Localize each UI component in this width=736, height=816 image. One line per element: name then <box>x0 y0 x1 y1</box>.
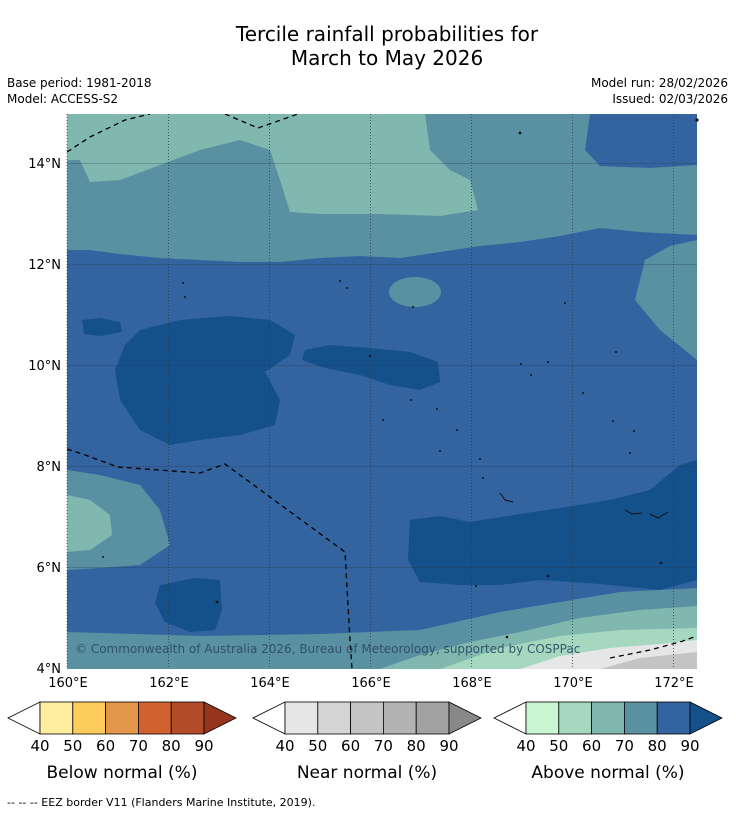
zone-west-light <box>67 495 112 552</box>
meta-right: Model run: 28/02/2026 Issued: 02/03/2026 <box>591 75 728 107</box>
lat-tick-label: 6°N <box>37 561 62 576</box>
title-line-2: March to May 2026 <box>290 46 484 70</box>
legend-tick-label: 90 <box>680 737 699 755</box>
legend-tick-label: 80 <box>648 737 667 755</box>
legend-swatch <box>284 701 319 735</box>
zone-southeast-dark <box>408 460 697 590</box>
probability-field <box>67 114 697 669</box>
legend-swatch <box>105 701 139 735</box>
legend-swatch <box>382 701 417 735</box>
islands <box>102 118 699 639</box>
legend-label: Above normal (%) <box>531 763 684 783</box>
legend-label: Near normal (%) <box>297 763 437 783</box>
zone-near-normal-mid <box>600 652 697 669</box>
lat-tick-label: 8°N <box>37 460 62 475</box>
legend-tick-label: 80 <box>407 737 426 755</box>
legend-tick-label: 40 <box>275 737 294 755</box>
lon-tick-label: 172°E <box>654 676 694 691</box>
legend-tick-label: 90 <box>439 737 458 755</box>
legend-swatch <box>170 701 205 735</box>
legend-tick-label: 60 <box>96 737 115 755</box>
zone-central-dark-east <box>302 345 440 390</box>
atoll-outlines <box>499 492 669 519</box>
legend-tick-label: 40 <box>30 737 49 755</box>
lat-tick-label: 14°N <box>28 157 61 172</box>
legend-tick-label: 60 <box>582 737 601 755</box>
eez-borders <box>67 114 697 669</box>
latitude-labels: 14°N 12°N 10°N 8°N 6°N 4°N <box>28 157 61 677</box>
zone-central-dark <box>115 316 295 445</box>
legend-tick-label: 90 <box>194 737 213 755</box>
zone-east-teal <box>635 240 697 360</box>
legend-arrow-high <box>448 701 482 735</box>
legend-arrow-low <box>7 701 41 735</box>
issued-date: Issued: 02/03/2026 <box>612 92 728 106</box>
eez-footnote: -- -- -- EEZ border V11 (Flanders Marine… <box>7 796 316 809</box>
zone-northeast-dark <box>585 114 697 168</box>
legend-tick-label: 60 <box>341 737 360 755</box>
lon-tick-label: 168°E <box>452 676 492 691</box>
legend-tick-label: 70 <box>615 737 634 755</box>
legend-tick-label: 70 <box>129 737 148 755</box>
legend-tick-label: 50 <box>549 737 568 755</box>
map-figure: © Commonwealth of Australia 2026, Bureau… <box>7 114 723 783</box>
legend-tick-label: 50 <box>63 737 82 755</box>
lon-tick-label: 160°E <box>48 676 88 691</box>
lon-tick-label: 162°E <box>149 676 189 691</box>
legend-swatch <box>415 701 450 735</box>
model-name: Model: ACCESS-S2 <box>7 92 119 106</box>
legend-swatch <box>350 701 384 735</box>
legend-swatch <box>317 701 351 735</box>
legend-tick-label: 40 <box>516 737 535 755</box>
legend-below-normal: 40 50 60 70 80 90 Below normal (%) <box>7 701 237 783</box>
title-line-1: Tercile rainfall probabilities for <box>235 22 539 46</box>
base-period: Base period: 1981-2018 <box>7 76 152 90</box>
legend-arrow-high <box>689 701 723 735</box>
legend-tick-label: 80 <box>162 737 181 755</box>
meta-left: Base period: 1981-2018 Model: ACCESS-S2 <box>7 75 152 107</box>
lat-tick-label: 10°N <box>28 359 61 374</box>
legend-swatch <box>591 701 625 735</box>
legend-above-normal: 40 50 60 70 80 90 Above normal (%) <box>493 701 723 783</box>
lon-tick-label: 164°E <box>250 676 290 691</box>
legend-swatch <box>39 701 74 735</box>
graticule <box>66 114 674 669</box>
legend-swatch <box>656 701 691 735</box>
legend-arrow-high <box>203 701 237 735</box>
zone-west-dark-small <box>82 318 122 336</box>
legend-swatch <box>624 701 658 735</box>
legend-swatch <box>525 701 560 735</box>
legend-swatch <box>137 701 172 735</box>
copyright-text: © Commonwealth of Australia 2026, Bureau… <box>75 642 580 656</box>
legend-swatch <box>72 701 107 735</box>
zone-small-teal <box>389 277 441 307</box>
lat-tick-label: 12°N <box>28 258 61 273</box>
lat-tick-label: 4°N <box>37 662 62 677</box>
zone-southwest-dark <box>155 578 222 632</box>
legend-swatch <box>558 701 592 735</box>
zone-north-light <box>67 114 478 216</box>
lon-tick-label: 166°E <box>351 676 391 691</box>
model-run: Model run: 28/02/2026 <box>590 76 728 90</box>
latitude-lines <box>67 163 697 568</box>
legend-tick-label: 70 <box>374 737 393 755</box>
map-title: Tercile rainfall probabilities for March… <box>0 22 736 70</box>
legend-tick-label: 50 <box>308 737 327 755</box>
legend-label: Below normal (%) <box>47 763 198 783</box>
longitude-labels: 160°E 162°E 164°E 166°E 168°E 170°E 172°… <box>48 676 694 691</box>
lon-tick-label: 170°E <box>553 676 593 691</box>
legend-arrow-low <box>493 701 527 735</box>
legend-arrow-low <box>252 701 286 735</box>
